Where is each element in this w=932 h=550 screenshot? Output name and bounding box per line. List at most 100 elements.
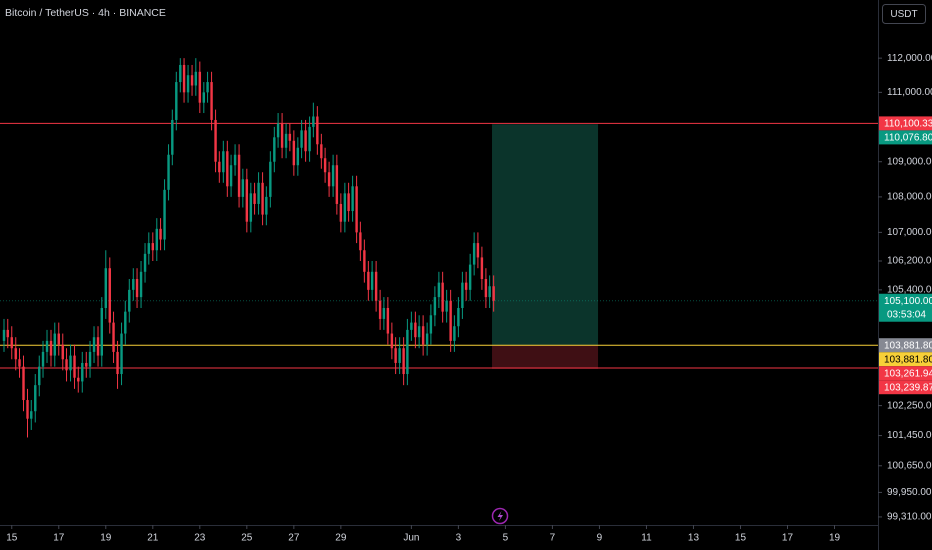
candle-body: [175, 82, 178, 120]
candle-body: [147, 243, 151, 254]
candle-body: [245, 179, 249, 222]
candle-body: [190, 75, 194, 86]
x-tick-label: 15: [6, 533, 18, 544]
candle-body: [335, 165, 339, 204]
y-tick-label: 107,000.00: [887, 227, 932, 238]
candle-body: [61, 344, 64, 360]
candle-body: [186, 75, 190, 93]
price-label-box: [879, 130, 932, 145]
candle-body: [241, 179, 245, 197]
x-tick-label: 29: [335, 533, 347, 544]
position-profit-zone: [492, 124, 599, 346]
x-tick-label: 25: [241, 533, 253, 544]
candle-body: [374, 271, 378, 301]
x-tick-label: 11: [641, 533, 652, 544]
candle-body: [18, 359, 21, 367]
candle-body: [128, 289, 131, 312]
candle-body: [159, 228, 162, 240]
y-tick-label: 102,250.00: [887, 400, 932, 411]
candle-body: [445, 300, 448, 312]
candle-body: [292, 140, 296, 166]
countdown-label: 03:53:04: [887, 309, 926, 320]
candle-body: [14, 348, 17, 360]
candle-body: [320, 144, 323, 159]
candle-body: [453, 326, 456, 341]
price-label: 103,881.80: [884, 354, 932, 365]
candle-body: [222, 151, 225, 173]
chart-title: Bitcoin / TetherUS · 4h · BINANCE: [5, 7, 166, 19]
candle-body: [296, 147, 300, 166]
y-tick-label: 109,000.00: [887, 156, 932, 167]
candle-body: [359, 232, 362, 251]
y-tick-label: 99,950.00: [887, 487, 932, 498]
position-loss-zone: [492, 345, 599, 369]
candle-body: [155, 228, 159, 251]
candle-body: [179, 64, 182, 83]
candle-body: [96, 337, 100, 356]
candle-body: [210, 82, 213, 120]
price-label: 105,100.00: [884, 296, 932, 307]
candle-body: [449, 300, 452, 341]
candle-body: [81, 362, 84, 382]
candle-body: [386, 308, 390, 334]
price-label-box: [879, 338, 932, 353]
candle-body: [226, 151, 229, 187]
candle-body: [312, 116, 315, 127]
candle-body: [414, 322, 417, 338]
price-label: 110,076.80: [884, 133, 932, 144]
y-tick-label: 105,400.00: [887, 285, 932, 296]
candle-body: [390, 333, 394, 349]
candle-body: [457, 308, 460, 327]
candle-body: [284, 133, 288, 148]
x-tick-label: 17: [53, 533, 65, 544]
candle-body: [370, 271, 374, 290]
candle-body: [343, 193, 347, 222]
alert-icon[interactable]: [491, 507, 509, 525]
currency-button[interactable]: [882, 4, 926, 24]
candle-body: [2, 329, 6, 341]
x-tick-label: 15: [735, 533, 747, 544]
price-label-box: [879, 380, 932, 395]
candle-body: [472, 243, 476, 265]
candle-body: [394, 348, 397, 363]
x-tick-label: 5: [503, 533, 509, 544]
candle-body: [112, 322, 115, 352]
candle-body: [492, 286, 495, 301]
x-tick-label: 17: [782, 533, 794, 544]
candle-body: [476, 243, 480, 258]
candle-body: [88, 351, 92, 367]
candle-body: [85, 362, 88, 367]
candle-body: [30, 411, 33, 419]
candle-body: [402, 348, 405, 375]
candle-body: [214, 119, 217, 162]
candle-body: [132, 279, 135, 290]
candle-body: [249, 193, 253, 222]
candle-body: [276, 123, 280, 138]
candle-body: [351, 186, 354, 212]
candle-body: [163, 189, 166, 240]
candle-body: [347, 193, 350, 212]
candle-body: [143, 253, 147, 272]
candle-body: [92, 337, 96, 352]
x-tick-label: 27: [288, 533, 300, 544]
plot-area: [0, 58, 878, 438]
price-label-box: [879, 293, 932, 322]
y-tick-label: 106,200.00: [887, 256, 932, 267]
candle-body: [398, 348, 401, 363]
x-tick-label: 7: [550, 533, 556, 544]
candle-body: [382, 308, 386, 319]
candle-body: [218, 161, 221, 173]
candle-body: [77, 377, 80, 382]
candle-body: [355, 186, 358, 233]
candle-body: [116, 351, 119, 375]
candle-body: [433, 297, 437, 316]
candle-body: [468, 264, 472, 290]
currency-label[interactable]: USDT: [890, 9, 917, 20]
candle-body: [139, 271, 143, 298]
candle-body: [378, 300, 382, 319]
candle-body: [182, 64, 186, 93]
candle-body: [261, 182, 264, 215]
y-tick-label: 101,450.00: [887, 430, 932, 441]
candle-body: [304, 130, 307, 152]
